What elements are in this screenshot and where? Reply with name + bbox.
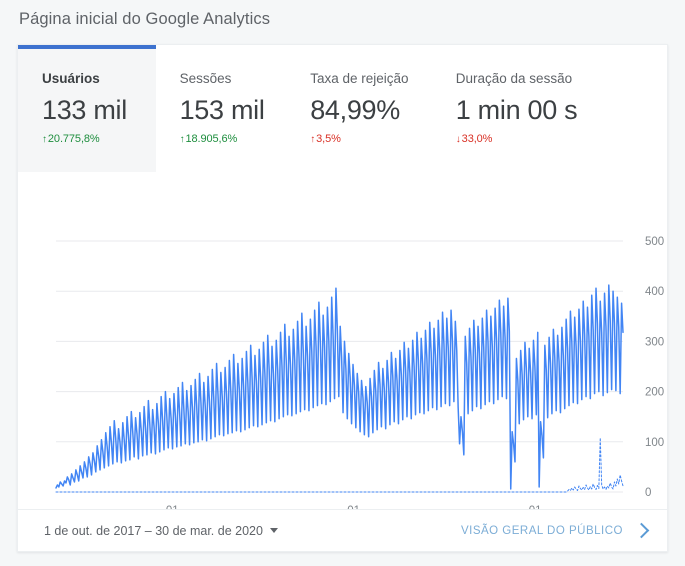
x-axis-tick-label: 01 (347, 505, 360, 510)
y-axis-tick-label: 500 (645, 236, 664, 248)
chart-svg: 010020030040050001jan.0101 (55, 236, 664, 510)
audience-overview-link[interactable]: VISÃO GERAL DO PÚBLICO (460, 522, 650, 538)
metric-tab-3[interactable]: Duração da sessão 1 min 00 s ↓33,0% (431, 45, 667, 172)
chevron-down-icon (269, 528, 278, 533)
arrow-down-icon: ↓ (455, 134, 461, 145)
date-range-label: 1 de out. de 2017 – 30 de mar. de 2020 (44, 523, 263, 538)
metric-tab-delta: ↑3,5% (310, 133, 432, 146)
x-axis-tick-label: 01 (529, 505, 542, 510)
chart-series-0 (55, 284, 624, 490)
arrow-up-icon: ↑ (179, 134, 185, 145)
metric-tab-label: Taxa de rejeição (310, 71, 409, 86)
metric-tab-value: 84,99% (310, 95, 400, 125)
date-range-selector[interactable]: 1 de out. de 2017 – 30 de mar. de 2020 (44, 524, 278, 538)
arrow-up-icon: ↑ (310, 134, 316, 145)
chart-series-1 (55, 437, 624, 493)
users-timeseries-chart[interactable]: 010020030040050001jan.0101 (18, 172, 667, 510)
arrow-up-icon: ↑ (42, 134, 47, 145)
metric-tab-label: Duração da sessão (455, 71, 573, 86)
y-axis-tick-label: 300 (645, 336, 664, 348)
metric-tab-label: Sessões (179, 71, 232, 86)
metric-tab-value: 133 mil (42, 95, 127, 125)
metric-tab-label: Usuários (42, 71, 100, 86)
metric-tab-delta: ↑20.775,8% (42, 133, 156, 146)
metric-tab-2[interactable]: Taxa de rejeição 84,99% ↑3,5% (286, 45, 432, 172)
metric-tab-value: 1 min 00 s (455, 95, 578, 125)
metric-tab-delta-value: 3,5% (316, 133, 341, 145)
x-axis-tick-label: 01 (166, 505, 179, 510)
metric-tab-delta-value: 33,0% (461, 133, 493, 145)
y-axis-tick-label: 0 (645, 487, 651, 499)
metric-tab-delta: ↓33,0% (456, 133, 667, 146)
analytics-overview-card: Usuários 133 mil ↑20.775,8% Sessões 153 mil ↑… (17, 44, 668, 552)
metric-tab-delta-value: 20.775,8% (47, 133, 100, 145)
metric-tab-delta-value: 18.905,6% (185, 133, 238, 145)
y-axis-tick-label: 100 (645, 437, 664, 449)
metric-tabs: Usuários 133 mil ↑20.775,8% Sessões 153 mil ↑… (18, 45, 667, 172)
metric-tab-1[interactable]: Sessões 153 mil ↑18.905,6% (155, 45, 287, 172)
card-footer: 1 de out. de 2017 – 30 de mar. de 2020 V… (18, 509, 667, 551)
chevron-right-icon (633, 522, 650, 538)
metric-tab-value: 153 mil (179, 95, 265, 125)
page-title: Página inicial do Google Analytics (19, 10, 271, 28)
metric-tab-delta: ↑18.905,6% (180, 133, 287, 146)
y-axis-tick-label: 400 (645, 286, 664, 298)
y-axis-tick-label: 200 (645, 387, 664, 399)
metric-tab-0[interactable]: Usuários 133 mil ↑20.775,8% (18, 45, 156, 172)
audience-overview-label: VISÃO GERAL DO PÚBLICO (460, 524, 623, 537)
